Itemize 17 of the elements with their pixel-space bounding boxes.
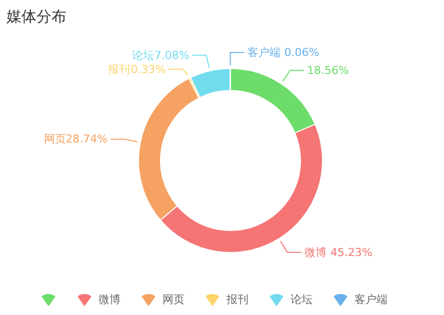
legend-label: 论坛 [290, 293, 312, 306]
legend-label: 网页 [162, 293, 184, 306]
legend-label: 报刊 [226, 293, 248, 306]
legend-label: 微博 [98, 293, 120, 306]
data-label: 0.06% [284, 46, 320, 59]
data-label: 0.33% [130, 62, 166, 76]
chart-title: 媒体分布 [6, 8, 66, 26]
data-label: 18.56% [306, 64, 349, 77]
data-label: 45.23% [330, 246, 372, 259]
slice-label: 报刊 [107, 62, 130, 76]
data-label: 28.74% [66, 132, 108, 146]
slice-label: 论坛 [132, 48, 154, 62]
slice-label: 微博 [304, 246, 326, 259]
data-label: 7.08% [154, 48, 190, 62]
slice-label: 网页 [44, 132, 66, 146]
legend-label: 客户端 [354, 293, 388, 306]
slice-label: 客户端 [247, 46, 280, 59]
